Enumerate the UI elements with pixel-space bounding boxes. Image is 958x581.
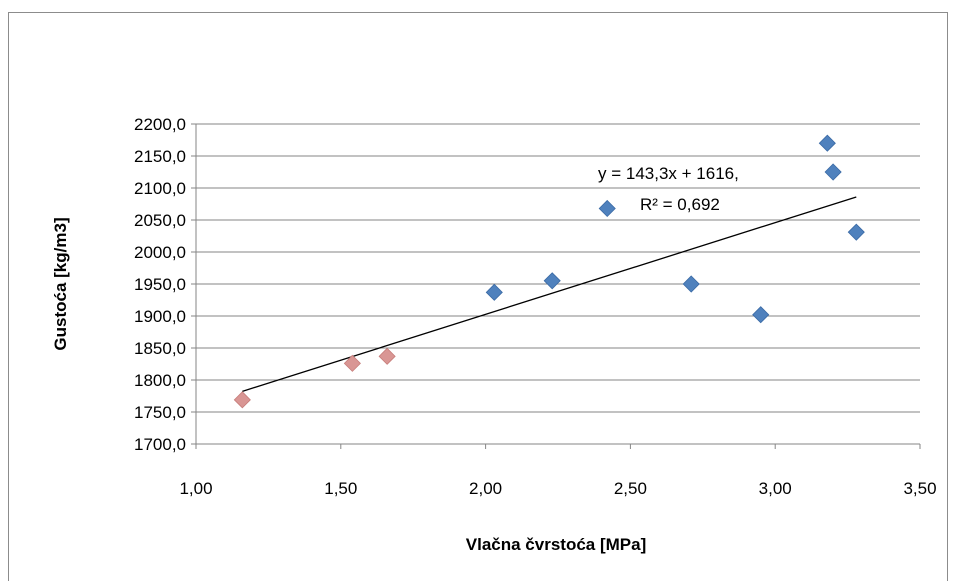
chart-frame (8, 12, 948, 581)
data-point (233, 391, 251, 409)
y-tick-label: 1950,0 (134, 275, 186, 294)
y-tick-label: 2150,0 (134, 147, 186, 166)
y-tick-label: 1800,0 (134, 371, 186, 390)
x-axis-title: Vlačna čvrstoća [MPa] (466, 535, 646, 554)
data-point (824, 163, 842, 181)
y-axis-title: Gustoća [kg/m3] (51, 217, 70, 350)
y-tick-label: 1750,0 (134, 403, 186, 422)
data-point (485, 283, 503, 301)
y-tick-label: 1700,0 (134, 435, 186, 454)
trendline-r-squared: R² = 0,692 (640, 195, 720, 214)
y-tick-label: 1850,0 (134, 339, 186, 358)
x-tick-label: 2,00 (469, 479, 502, 498)
gridlines (196, 123, 920, 413)
trendline-group (242, 196, 857, 392)
axes (191, 123, 921, 449)
data-point (752, 306, 770, 324)
trendline (242, 196, 857, 392)
y-tick-label: 2200,0 (134, 115, 186, 134)
x-tick-label: 1,00 (179, 479, 212, 498)
y-tick-label: 2050,0 (134, 211, 186, 230)
x-tick-label: 2,50 (614, 479, 647, 498)
y-tick-label: 1900,0 (134, 307, 186, 326)
y-tick-label: 2100,0 (134, 179, 186, 198)
x-tick-labels: 1,00 1,50 2,00 2,50 3,00 3,50 (179, 479, 936, 498)
data-point (818, 134, 836, 152)
y-tick-labels: 1700,0 1750,0 1800,0 1850,0 1900,0 1950,0 2000… (134, 115, 186, 454)
trendline-equation: y = 143,3x + 1616, (598, 164, 739, 183)
x-tick-label: 3,00 (759, 479, 792, 498)
data-point (343, 354, 361, 372)
x-tick-label: 3,50 (903, 479, 936, 498)
data-point (598, 199, 616, 218)
data-point (543, 272, 561, 290)
x-tick-label: 1,50 (324, 479, 357, 498)
data-point (682, 275, 700, 293)
y-tick-label: 2000,0 (134, 243, 186, 262)
data-points (233, 134, 865, 409)
data-point (847, 223, 865, 241)
data-point (378, 347, 396, 365)
